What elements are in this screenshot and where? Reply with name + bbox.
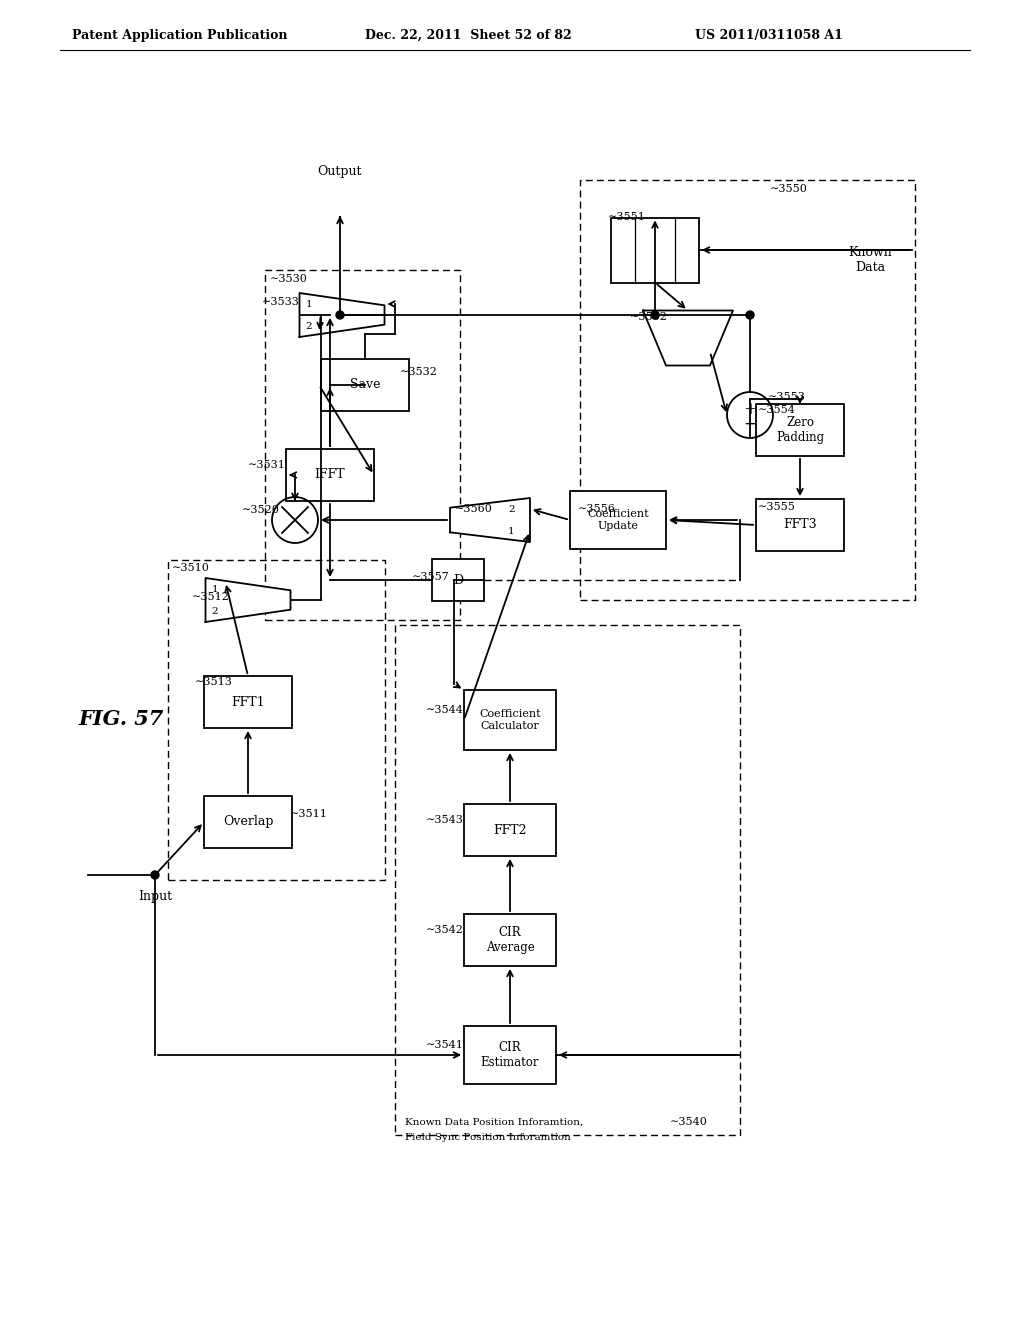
Text: ∼3544: ∼3544 [426,705,464,715]
Text: −: − [743,416,757,433]
Text: 1: 1 [305,300,312,309]
Text: D: D [453,573,463,586]
Text: FFT1: FFT1 [231,696,265,709]
Polygon shape [450,498,530,543]
Text: IFFT: IFFT [314,469,345,482]
Text: Coefficient
Calculator: Coefficient Calculator [479,709,541,731]
Text: ∼3556: ∼3556 [578,504,615,513]
Bar [756,499,844,550]
Bar [580,180,915,601]
Text: ∼3540: ∼3540 [670,1117,708,1127]
Text: ∼3551: ∼3551 [608,213,646,222]
Text: Input: Input [138,890,172,903]
Text: ∼3513: ∼3513 [195,677,232,686]
Text: +: + [743,401,757,418]
Text: CIR
Average: CIR Average [485,927,535,954]
Text: 2: 2 [305,322,312,331]
Text: ∼3533: ∼3533 [262,297,300,308]
Text: Patent Application Publication: Patent Application Publication [72,29,288,41]
Text: ∼3541: ∼3541 [426,1040,464,1049]
Bar [286,449,374,502]
Text: Coefficient
Update: Coefficient Update [587,510,649,531]
Polygon shape [206,578,291,622]
Text: ∼3511: ∼3511 [290,809,328,818]
Bar [464,690,556,750]
Text: Known
Data: Known Data [848,246,892,275]
Text: ∼3552: ∼3552 [630,312,668,322]
Text: 1: 1 [508,527,515,536]
Bar [464,1026,556,1084]
Polygon shape [643,310,733,366]
Bar [265,271,460,620]
Circle shape [336,312,344,319]
Circle shape [651,312,659,319]
Text: Known Data Position Inforamtion,: Known Data Position Inforamtion, [406,1118,584,1127]
Text: 2: 2 [212,607,218,616]
Text: ∼3555: ∼3555 [758,502,796,512]
Text: 1: 1 [212,585,218,594]
Text: ∼3510: ∼3510 [172,564,210,573]
Text: Field Sync Position Inforamtion: Field Sync Position Inforamtion [406,1133,570,1142]
Text: Overlap: Overlap [223,816,273,829]
Text: CIR
Estimator: CIR Estimator [480,1041,540,1069]
Text: ∼3550: ∼3550 [770,183,808,194]
Text: ∼3554: ∼3554 [758,405,796,414]
Text: Output: Output [317,165,362,178]
Bar [611,218,699,282]
Text: ∼3553: ∼3553 [768,392,806,403]
Text: ∼3557: ∼3557 [412,572,450,582]
Bar [204,676,292,729]
Bar [321,359,409,411]
Bar [168,560,385,880]
Text: ∼3543: ∼3543 [426,814,464,825]
Text: FFT3: FFT3 [783,519,817,532]
Bar [204,796,292,847]
Text: ∼3560: ∼3560 [455,504,493,513]
Text: Save: Save [350,379,380,392]
Text: US 2011/0311058 A1: US 2011/0311058 A1 [695,29,843,41]
Text: 2: 2 [508,506,515,513]
Bar [464,913,556,966]
Bar [570,491,666,549]
Bar [395,624,740,1135]
Text: FFT2: FFT2 [494,824,526,837]
Text: ∼3520: ∼3520 [242,506,280,515]
Text: ∼3532: ∼3532 [400,367,438,378]
Text: FIG. 57: FIG. 57 [78,709,163,729]
Bar [464,804,556,855]
Text: ∼3542: ∼3542 [426,925,464,935]
Text: Dec. 22, 2011  Sheet 52 of 82: Dec. 22, 2011 Sheet 52 of 82 [365,29,571,41]
Polygon shape [299,293,384,337]
Text: ∼3530: ∼3530 [270,275,308,284]
Bar [432,558,484,601]
Bar [756,404,844,455]
Text: Zero
Padding: Zero Padding [776,416,824,444]
Circle shape [151,871,159,879]
Text: ∼3531: ∼3531 [248,459,286,470]
Text: ∼3512: ∼3512 [193,591,229,602]
Circle shape [746,312,754,319]
